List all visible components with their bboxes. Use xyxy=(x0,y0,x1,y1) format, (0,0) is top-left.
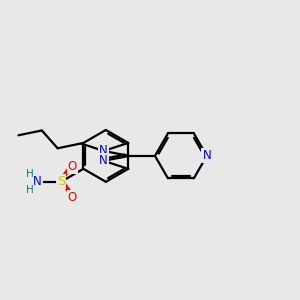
Text: N: N xyxy=(33,175,42,188)
Text: O: O xyxy=(68,190,77,204)
Text: N: N xyxy=(99,154,108,167)
Text: H: H xyxy=(26,169,33,178)
Text: H: H xyxy=(26,185,33,195)
Text: S: S xyxy=(57,175,65,188)
Text: N: N xyxy=(99,144,108,158)
Text: N: N xyxy=(202,149,211,162)
Text: O: O xyxy=(68,160,77,173)
